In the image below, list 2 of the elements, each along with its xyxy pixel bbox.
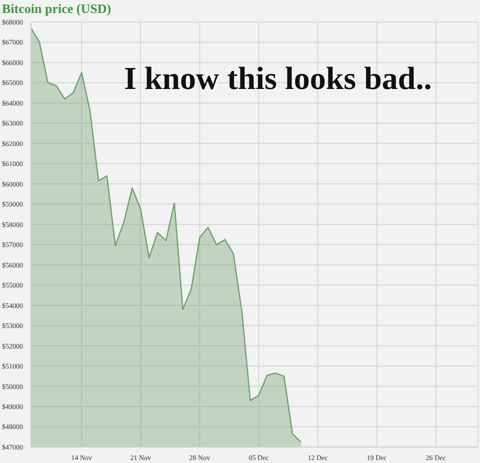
chart-title: Bitcoin price (USD) [2, 1, 112, 17]
annotation: I know this looks bad.. [124, 60, 432, 97]
